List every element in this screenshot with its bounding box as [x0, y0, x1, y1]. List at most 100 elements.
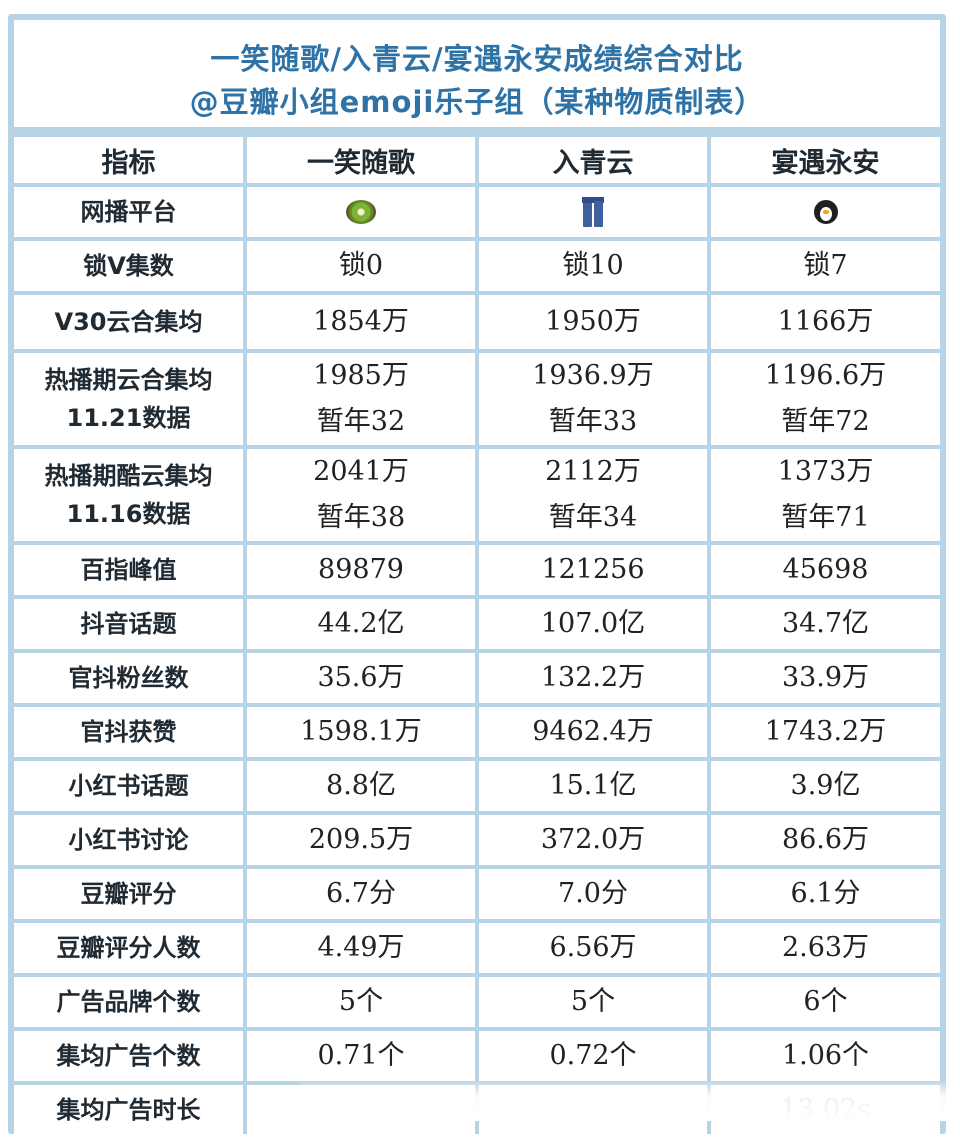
value-cell: 9462.4万 [479, 707, 707, 757]
row-label: 广告品牌个数 [14, 977, 243, 1027]
value-cell: 132.2万 [479, 653, 707, 703]
row-label-line: 官抖获赞 [80, 718, 177, 746]
value-line: 2041万 [313, 456, 409, 487]
value-cell: 锁10 [479, 241, 707, 291]
row-label: 小红书讨论 [14, 815, 243, 865]
row-label-line: 锁V集数 [83, 252, 174, 280]
header-indicator: 指标 [14, 137, 243, 183]
row-label: 百指峰值 [14, 545, 243, 595]
value-line: 33.9万 [781, 662, 870, 693]
row-label: 官抖粉丝数 [14, 653, 243, 703]
kiwi-icon [346, 200, 376, 224]
row-label-line: 豆瓣评分人数 [56, 934, 201, 962]
table-row: 集均广告个数 0.71个 0.72个 1.06个 [14, 1031, 940, 1081]
row-label: 豆瓣评分 [14, 869, 243, 919]
row-label-line: 集均广告个数 [56, 1042, 201, 1070]
row-label-line: 百指峰值 [80, 556, 177, 584]
value-line: 3.9亿 [790, 770, 861, 801]
value-cell: 1598.1万 [247, 707, 475, 757]
value-cell: 33.9万 [711, 653, 940, 703]
row-label-line: 豆瓣评分 [80, 880, 177, 908]
table-row: 豆瓣评分人数 4.49万 6.56万 2.63万 [14, 923, 940, 973]
value-line: 6.56万 [549, 932, 637, 963]
value-line: 9462.4万 [532, 716, 654, 747]
value-line: 0.72个 [549, 1040, 637, 1071]
value-line: 6.1分 [790, 878, 861, 909]
value-cell: 1373万 暂年71 [711, 449, 940, 541]
value-cell: 1950万 [479, 295, 707, 349]
value-cell: 372.0万 [479, 815, 707, 865]
value-line: 4.49万 [317, 932, 405, 963]
row-label: 热播期云合集均 11.21数据 [14, 353, 243, 445]
value-line: 暂年38 [316, 502, 406, 533]
value-line: 锁10 [562, 250, 624, 281]
value-cell: 3.9亿 [711, 761, 940, 811]
table-row: 百指峰值 89879 121256 45698 [14, 545, 940, 595]
value-cell: 209.5万 [247, 815, 475, 865]
row-label-line: 11.21数据 [66, 404, 191, 432]
page-title: 一笑随歌/入青云/宴遇永安成绩综合对比 [210, 42, 744, 76]
value-line: 暂年72 [781, 406, 870, 437]
value-line: 锁7 [803, 250, 848, 281]
row-label-line: 集均广告时长 [56, 1096, 201, 1124]
value-line: 2.63万 [781, 932, 870, 963]
table-row: V30云合集均 1854万 1950万 1166万 [14, 295, 940, 349]
value-cell: 锁0 [247, 241, 475, 291]
value-line: 7.0分 [558, 878, 628, 909]
value-line: 6.7分 [326, 878, 396, 909]
header-drama-3: 宴遇永安 [711, 137, 940, 183]
row-label-line: 热播期酷云集均 [44, 462, 213, 490]
value-cell: 7.0分 [479, 869, 707, 919]
value-cell: 107.0亿 [479, 599, 707, 649]
comparison-table: 指标 一笑随歌 入青云 宴遇永安 网播平台 锁V集数 锁0 锁10 锁7 V30云合集均 1854万… [10, 133, 944, 1139]
row-label: 小红书话题 [14, 761, 243, 811]
value-line: 暂年33 [548, 406, 638, 437]
value-cell: 35.6万 [247, 653, 475, 703]
row-label: 网播平台 [14, 187, 243, 237]
platform-cell [479, 187, 707, 237]
table-row: 官抖获赞 1598.1万 9462.4万 1743.2万 [14, 707, 940, 757]
value-line: 锁0 [338, 250, 384, 281]
value-cell: 2041万暂年38 [247, 449, 475, 541]
value-cell: 45698 [711, 545, 940, 595]
value-cell: 86.6万 [711, 815, 940, 865]
value-cell: 5个 [247, 977, 475, 1027]
table-row: 广告品牌个数 5个 5个 6个 [14, 977, 940, 1027]
value-cell: 0.71个 [247, 1031, 475, 1081]
value-cell: 89879 [247, 545, 475, 595]
row-label-line: V30云合集均 [54, 308, 203, 336]
value-cell: 8.8亿 [247, 761, 475, 811]
value-line: 1598.1万 [300, 716, 422, 747]
value-cell: 1854万 [247, 295, 475, 349]
value-line: 2112万 [545, 456, 641, 487]
row-label-line: 抖音话题 [80, 610, 177, 638]
penguin-icon [813, 200, 838, 224]
value-line: 1166万 [777, 306, 874, 337]
value-line: 0.71个 [317, 1040, 405, 1071]
row-label: V30云合集均 [14, 295, 243, 349]
value-cell: 1743.2万 [711, 707, 940, 757]
page-subtitle: @豆瓣小组emoji乐子组（某种物质制表） [189, 85, 765, 119]
row-label-line: 热播期云合集均 [44, 366, 213, 394]
table-row: 小红书讨论 209.5万 372.0万 86.6万 [14, 815, 940, 865]
value-line: 89879 [318, 554, 404, 585]
value-line: 暂年34 [548, 502, 638, 533]
row-label: 抖音话题 [14, 599, 243, 649]
table-row: 热播期酷云集均 11.16数据 2041万暂年38 2112万暂年34 1373万 暂年7… [14, 449, 940, 541]
value-line: 6个 [803, 986, 848, 1017]
row-label: 官抖获赞 [14, 707, 243, 757]
value-cell: 锁7 [711, 241, 940, 291]
value-line: 8.8亿 [326, 770, 396, 801]
row-label: 锁V集数 [14, 241, 243, 291]
value-line: 1196.6万 [764, 360, 887, 391]
header-drama-2: 入青云 [479, 137, 707, 183]
table-row: 抖音话题 44.2亿 107.0亿 34.7亿 [14, 599, 940, 649]
value-line: 5个 [570, 986, 616, 1017]
title-box: 一笑随歌/入青云/宴遇永安成绩综合对比 @豆瓣小组emoji乐子组（某种物质制表… [14, 20, 940, 127]
value-line: 209.5万 [308, 824, 414, 855]
value-line: 1950万 [545, 306, 641, 337]
value-line: 372.0万 [540, 824, 646, 855]
value-cell: 6个 [711, 977, 940, 1027]
value-cell: 121256 [479, 545, 707, 595]
row-label-line: 11.16数据 [66, 500, 191, 528]
